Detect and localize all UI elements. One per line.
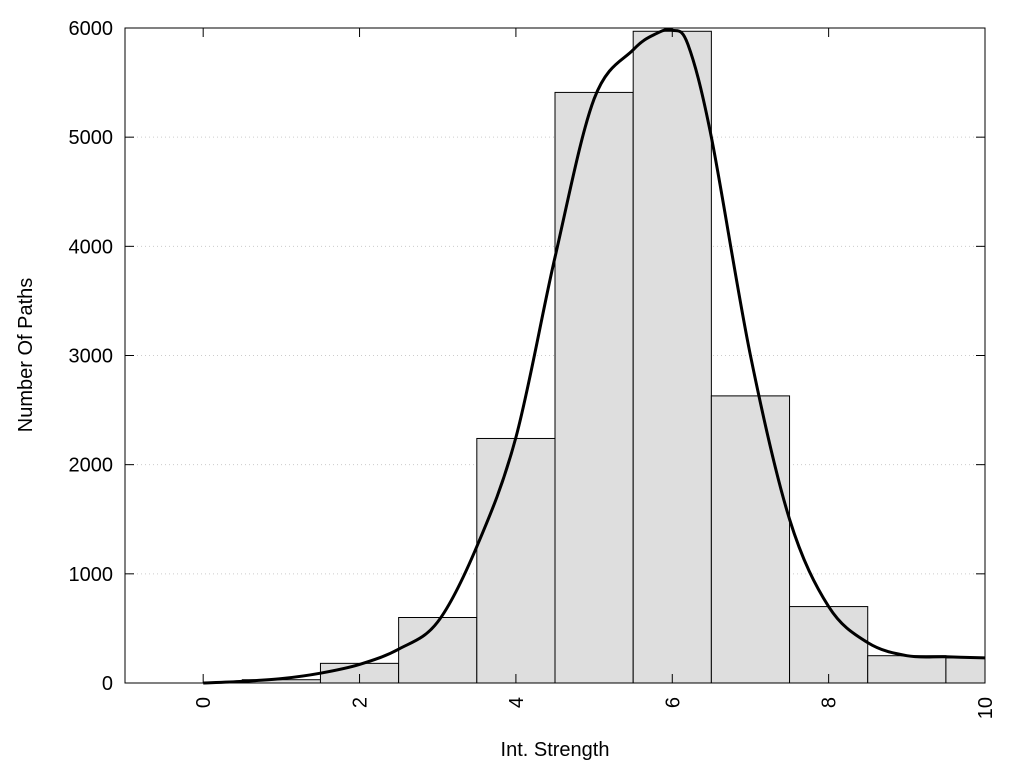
y-tick-label: 1000 [69, 564, 114, 586]
histogram-bar [710, 395, 791, 684]
histogram-bar [789, 606, 869, 684]
y-tick-label: 3000 [69, 346, 114, 368]
x-tick-label: 0 [193, 697, 215, 708]
y-tick-label: 2000 [69, 455, 114, 477]
y-tick-label: 4000 [69, 236, 114, 258]
density-curve [203, 27, 986, 685]
histogram-bar [554, 91, 634, 684]
x-axis-label: Int. Strength [501, 739, 610, 761]
y-tick-label: 0 [102, 673, 113, 695]
histogram-bars [241, 30, 986, 684]
y-axis-label: Number Of Paths [15, 278, 37, 433]
histogram-bar [476, 437, 556, 684]
x-tick-label: 10 [975, 697, 997, 719]
y-tick-label: 5000 [69, 127, 114, 149]
histogram-bar [945, 657, 986, 684]
axis-ticks [125, 27, 986, 684]
histogram-bar [867, 655, 947, 684]
histogram-bar [398, 617, 478, 684]
x-tick-label: 2 [350, 697, 372, 708]
y-tick-labels: 0 1000 2000 3000 4000 5000 6000 [69, 18, 114, 695]
y-tick-label: 6000 [69, 18, 114, 40]
histogram-bar [632, 30, 712, 684]
grid-lines [125, 136, 985, 575]
x-tick-label: 4 [506, 697, 528, 708]
x-tick-label: 8 [819, 697, 841, 708]
x-tick-labels: 0 2 4 6 8 10 [193, 697, 997, 719]
x-tick-label: 6 [662, 697, 684, 708]
